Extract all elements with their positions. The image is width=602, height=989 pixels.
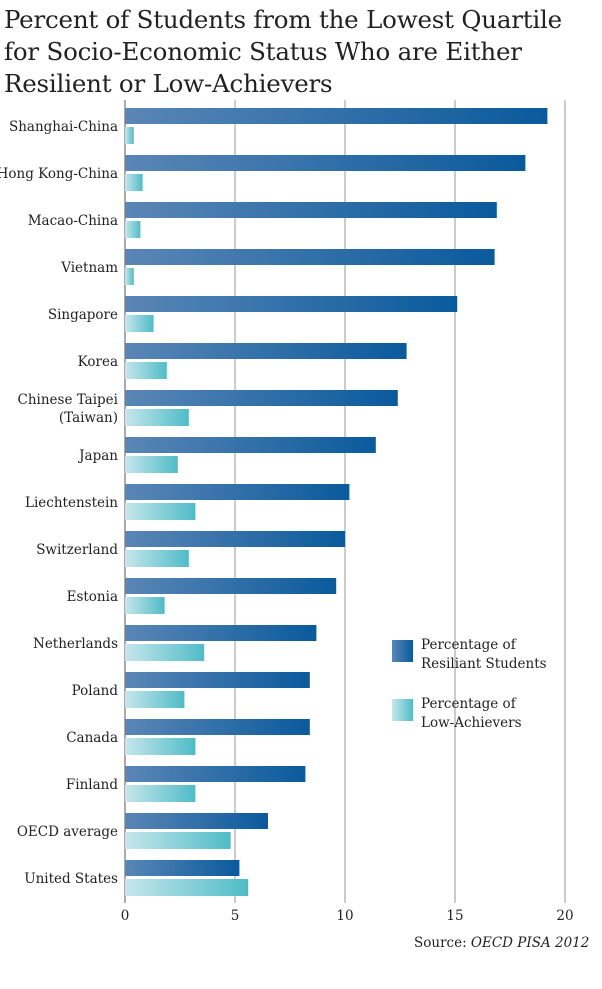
category-label: Estonia bbox=[67, 589, 118, 605]
category-label: Netherlands bbox=[33, 636, 118, 652]
category-label: Japan bbox=[77, 448, 118, 464]
bar-low-achievers bbox=[125, 832, 231, 849]
bar-resilient bbox=[125, 202, 497, 218]
bars bbox=[125, 108, 548, 896]
bar-low-achievers bbox=[125, 879, 249, 896]
category-label: Korea bbox=[78, 354, 118, 370]
bar-resilient bbox=[125, 155, 526, 171]
category-label: OECD average bbox=[17, 824, 118, 840]
source-label: Source: bbox=[414, 935, 467, 951]
bar-low-achievers bbox=[125, 127, 134, 144]
category-label: Shanghai-China bbox=[9, 119, 118, 135]
bar-low-achievers bbox=[125, 456, 178, 473]
legend-swatch-low-achievers bbox=[392, 699, 413, 721]
legend-label: Percentage of bbox=[421, 696, 517, 712]
bar-low-achievers bbox=[125, 738, 196, 755]
category-labels: Shanghai-China Hong Kong-China Macao-China… bbox=[0, 119, 119, 887]
bar-resilient bbox=[125, 719, 310, 735]
chart-title: Percent of Students from the Lowest Quar… bbox=[4, 5, 562, 98]
bar-low-achievers bbox=[125, 362, 167, 379]
bar-low-achievers bbox=[125, 221, 141, 238]
bar-low-achievers bbox=[125, 503, 196, 520]
bar-resilient bbox=[125, 343, 407, 359]
category-label: Switzerland bbox=[36, 542, 118, 558]
bar-low-achievers bbox=[125, 315, 154, 332]
x-tick-label: 10 bbox=[336, 908, 353, 924]
bar-resilient bbox=[125, 390, 398, 406]
x-tick-label: 15 bbox=[446, 908, 463, 924]
bar-resilient bbox=[125, 108, 548, 124]
legend-label: Percentage of bbox=[421, 637, 517, 653]
bar-low-achievers bbox=[125, 174, 143, 191]
bar-low-achievers bbox=[125, 691, 185, 708]
bar-resilient bbox=[125, 249, 495, 265]
bar-resilient bbox=[125, 296, 458, 312]
x-tick-label: 5 bbox=[231, 908, 240, 924]
bar-resilient bbox=[125, 625, 317, 641]
category-label: Singapore bbox=[48, 307, 118, 323]
category-label: Vietnam bbox=[60, 260, 118, 276]
bar-low-achievers bbox=[125, 644, 205, 661]
x-tick-label: 0 bbox=[121, 908, 130, 924]
bar-low-achievers bbox=[125, 550, 189, 567]
category-label: Liechtenstein bbox=[25, 495, 118, 511]
bar-low-achievers bbox=[125, 268, 134, 285]
category-label: Macao-China bbox=[28, 213, 118, 229]
bar-low-achievers bbox=[125, 785, 196, 802]
legend-label: Low-Achievers bbox=[421, 715, 522, 731]
bar-resilient bbox=[125, 860, 240, 876]
bar-low-achievers bbox=[125, 409, 189, 426]
bar-resilient bbox=[125, 484, 350, 500]
x-axis-ticks: 0 5 10 15 20 bbox=[121, 908, 574, 924]
category-label: United States bbox=[24, 871, 118, 887]
legend: Percentage of Resiliant Students Percentag… bbox=[392, 637, 547, 731]
bar-resilient bbox=[125, 813, 268, 829]
category-label: Hong Kong-China bbox=[0, 166, 118, 182]
category-label: Chinese Taipei bbox=[17, 392, 118, 408]
bar-resilient bbox=[125, 672, 310, 688]
bar-low-achievers bbox=[125, 597, 165, 614]
category-label: Canada bbox=[66, 730, 118, 746]
gridlines bbox=[124, 100, 566, 903]
bar-resilient bbox=[125, 578, 337, 594]
category-label: Finland bbox=[66, 777, 118, 793]
legend-label: Resiliant Students bbox=[421, 656, 547, 672]
category-label: (Taiwan) bbox=[59, 410, 118, 426]
bar-resilient bbox=[125, 531, 345, 547]
source-note: Source: OECD PISA 2012 bbox=[414, 935, 589, 951]
source-text: OECD PISA 2012 bbox=[470, 935, 590, 951]
x-tick-label: 20 bbox=[556, 908, 573, 924]
bar-resilient bbox=[125, 766, 306, 782]
category-label: Poland bbox=[72, 683, 119, 699]
bar-resilient bbox=[125, 437, 376, 453]
legend-swatch-resilient bbox=[392, 640, 413, 662]
